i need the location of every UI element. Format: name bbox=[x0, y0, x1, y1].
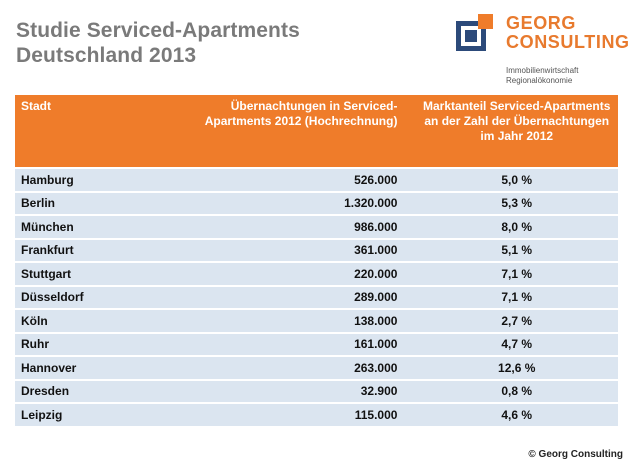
cell-market-share: 7,1 % bbox=[415, 261, 618, 286]
cell-city: Frankfurt bbox=[15, 237, 170, 262]
page-title: Studie Serviced-Apartments Deutschland 2… bbox=[16, 18, 300, 68]
cell-overnight-stays: 986.000 bbox=[169, 214, 416, 239]
logo-sub-line-1: Immobilienwirtschaft bbox=[506, 66, 579, 75]
cell-market-share: 8,0 % bbox=[415, 214, 618, 239]
cell-city: Dresden bbox=[15, 378, 170, 403]
cell-overnight-stays: 361.000 bbox=[169, 237, 416, 262]
cell-market-share: 5,3 % bbox=[415, 190, 618, 215]
cell-city: München bbox=[15, 214, 170, 239]
table-row: Dresden 32.900 0,8 % bbox=[15, 378, 618, 403]
cell-city: Hannover bbox=[15, 355, 170, 380]
cell-city: Berlin bbox=[15, 190, 170, 215]
cell-market-share: 5,1 % bbox=[415, 237, 618, 262]
title-line-2: Deutschland 2013 bbox=[16, 44, 197, 67]
header-market-share: Marktanteil Serviced-Apartments an der Z… bbox=[415, 95, 618, 168]
logo-name: GEORG CONSULTING bbox=[506, 14, 630, 52]
cell-overnight-stays: 115.000 bbox=[169, 402, 416, 426]
cell-overnight-stays: 289.000 bbox=[169, 284, 416, 309]
table-row: Berlin 1.320.000 5,3 % bbox=[15, 190, 618, 215]
logo-name-line-2: CONSULTING bbox=[506, 32, 630, 52]
cell-city: Leipzig bbox=[15, 402, 170, 426]
table-row: Leipzig 115.000 4,6 % bbox=[15, 402, 618, 426]
cell-overnight-stays: 526.000 bbox=[169, 167, 416, 192]
cell-market-share: 4,6 % bbox=[415, 402, 618, 426]
cell-overnight-stays: 220.000 bbox=[169, 261, 416, 286]
cell-market-share: 12,6 % bbox=[415, 355, 618, 380]
table-row: Düsseldorf 289.000 7,1 % bbox=[15, 284, 618, 309]
cell-overnight-stays: 138.000 bbox=[169, 308, 416, 333]
cell-overnight-stays: 263.000 bbox=[169, 355, 416, 380]
title-line-1: Studie Serviced-Apartments bbox=[16, 19, 300, 42]
cell-city: Hamburg bbox=[15, 167, 170, 192]
copyright-notice: © Georg Consulting bbox=[528, 449, 623, 460]
data-table: Stadt Übernachtungen in Serviced-Apartme… bbox=[15, 95, 618, 426]
logo-name-line-1: GEORG bbox=[506, 13, 577, 33]
company-logo: GEORG CONSULTING Immobilienwirtschaft Re… bbox=[456, 14, 629, 94]
cell-overnight-stays: 1.320.000 bbox=[169, 190, 416, 215]
table-row: Hamburg 526.000 5,0 % bbox=[15, 167, 618, 192]
logo-subtitle: Immobilienwirtschaft Regionalökonomie bbox=[506, 66, 578, 86]
cell-city: Köln bbox=[15, 308, 170, 333]
header-overnight-stays: Übernachtungen in Serviced-Apartments 20… bbox=[169, 95, 416, 168]
cell-market-share: 0,8 % bbox=[415, 378, 618, 403]
cell-market-share: 2,7 % bbox=[415, 308, 618, 333]
table-row: Frankfurt 361.000 5,1 % bbox=[15, 237, 618, 262]
cell-city: Düsseldorf bbox=[15, 284, 170, 309]
table-row: Stuttgart 220.000 7,1 % bbox=[15, 261, 618, 286]
cell-overnight-stays: 161.000 bbox=[169, 331, 416, 356]
table-row: Hannover 263.000 12,6 % bbox=[15, 355, 618, 380]
cell-market-share: 4,7 % bbox=[415, 331, 618, 356]
table-row: Köln 138.000 2,7 % bbox=[15, 308, 618, 333]
cell-market-share: 5,0 % bbox=[415, 167, 618, 192]
cell-city: Ruhr bbox=[15, 331, 170, 356]
cell-overnight-stays: 32.900 bbox=[169, 378, 416, 403]
logo-sub-line-2: Regionalökonomie bbox=[506, 76, 573, 85]
header-city: Stadt bbox=[15, 95, 170, 168]
table-header-row: Stadt Übernachtungen in Serviced-Apartme… bbox=[15, 95, 618, 168]
cell-city: Stuttgart bbox=[15, 261, 170, 286]
cell-market-share: 7,1 % bbox=[415, 284, 618, 309]
table-row: München 986.000 8,0 % bbox=[15, 214, 618, 239]
logo-mark-icon bbox=[456, 14, 493, 51]
table-row: Ruhr 161.000 4,7 % bbox=[15, 331, 618, 356]
